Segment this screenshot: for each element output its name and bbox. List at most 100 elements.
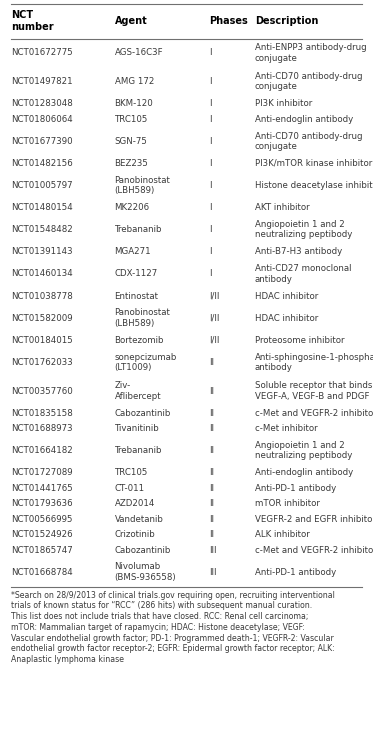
Text: I/II: I/II [209, 313, 220, 323]
Text: NCT01835158: NCT01835158 [11, 408, 73, 418]
Text: Tivanitinib: Tivanitinib [115, 424, 159, 433]
Text: Trebananib: Trebananib [115, 447, 162, 455]
Text: Panobinostat
(LBH589): Panobinostat (LBH589) [115, 308, 170, 328]
Text: Proteosome inhibitor: Proteosome inhibitor [255, 336, 344, 345]
Text: I: I [209, 247, 212, 256]
Text: NCT01283048: NCT01283048 [11, 100, 73, 108]
Text: II: II [209, 408, 214, 418]
Text: NCT01672775: NCT01672775 [11, 48, 73, 57]
Text: MGA271: MGA271 [115, 247, 151, 256]
Text: NCT01497821: NCT01497821 [11, 77, 73, 86]
Text: Cabozantinib: Cabozantinib [115, 408, 171, 418]
Text: Anti-PD-1 antibody: Anti-PD-1 antibody [255, 567, 336, 577]
Text: Bortezomib: Bortezomib [115, 336, 164, 345]
Text: TRC105: TRC105 [115, 468, 148, 477]
Text: I: I [209, 100, 212, 108]
Text: Anti-CD27 monoclonal
antibody: Anti-CD27 monoclonal antibody [255, 264, 351, 284]
Text: NCT00184015: NCT00184015 [11, 336, 73, 345]
Text: NCT01677390: NCT01677390 [11, 137, 73, 146]
Text: NCT01391143: NCT01391143 [11, 247, 73, 256]
Text: CDX-1127: CDX-1127 [115, 269, 158, 278]
Text: I: I [209, 159, 212, 168]
Text: Description: Description [255, 16, 318, 26]
Text: Anti-sphingosine-1-phosphate
antibody: Anti-sphingosine-1-phosphate antibody [255, 353, 373, 372]
Text: HDAC inhibitor: HDAC inhibitor [255, 313, 318, 323]
Text: *Search on 28/9/2013 of clinical trials.gov requiring open, recruiting intervent: *Search on 28/9/2013 of clinical trials.… [11, 591, 335, 664]
Text: sonepcizumab
(LT1009): sonepcizumab (LT1009) [115, 353, 177, 372]
Text: I/II: I/II [209, 291, 220, 301]
Text: II: II [209, 386, 214, 396]
Text: NCT01482156: NCT01482156 [11, 159, 73, 168]
Text: Vandetanib: Vandetanib [115, 515, 163, 523]
Text: NCT01806064: NCT01806064 [11, 115, 73, 124]
Text: I: I [209, 181, 212, 190]
Text: Angiopoietin 1 and 2
neutralizing peptibody: Angiopoietin 1 and 2 neutralizing peptib… [255, 441, 352, 460]
Text: I: I [209, 203, 212, 212]
Text: Histone deacetylase inhibitor: Histone deacetylase inhibitor [255, 181, 373, 190]
Text: NCT00566995: NCT00566995 [11, 515, 73, 523]
Text: NCT01582009: NCT01582009 [11, 313, 73, 323]
Text: Anti-ENPP3 antibody-drug
conjugate: Anti-ENPP3 antibody-drug conjugate [255, 43, 367, 63]
Text: II: II [209, 447, 214, 455]
Text: MK2206: MK2206 [115, 203, 150, 212]
Text: NCT01664182: NCT01664182 [11, 447, 73, 455]
Text: Anti-PD-1 antibody: Anti-PD-1 antibody [255, 484, 336, 493]
Text: NCT01762033: NCT01762033 [11, 358, 73, 367]
Text: NCT00357760: NCT00357760 [11, 386, 73, 396]
Text: NCT01524926: NCT01524926 [11, 530, 73, 539]
Text: BKM-120: BKM-120 [115, 100, 153, 108]
Text: NCT01038778: NCT01038778 [11, 291, 73, 301]
Text: Trebananib: Trebananib [115, 225, 162, 234]
Text: Nivolumab
(BMS-936558): Nivolumab (BMS-936558) [115, 562, 176, 582]
Text: NCT01688973: NCT01688973 [11, 424, 73, 433]
Text: mTOR inhibitor: mTOR inhibitor [255, 499, 320, 508]
Text: NCT01005797: NCT01005797 [11, 181, 73, 190]
Text: NCT01441765: NCT01441765 [11, 484, 73, 493]
Text: II: II [209, 358, 214, 367]
Text: Panobinostat
(LBH589): Panobinostat (LBH589) [115, 176, 170, 195]
Text: NCT01865747: NCT01865747 [11, 545, 73, 555]
Text: Crizotinib: Crizotinib [115, 530, 156, 539]
Text: I: I [209, 48, 212, 57]
Text: NCT01460134: NCT01460134 [11, 269, 73, 278]
Text: AMG 172: AMG 172 [115, 77, 154, 86]
Text: c-Met and VEGFR-2 inhibitor: c-Met and VEGFR-2 inhibitor [255, 545, 373, 555]
Text: Cabozantinib: Cabozantinib [115, 545, 171, 555]
Text: VEGFR-2 and EGFR inhibitor: VEGFR-2 and EGFR inhibitor [255, 515, 373, 523]
Text: AKT inhibitor: AKT inhibitor [255, 203, 310, 212]
Text: Agent: Agent [115, 16, 147, 26]
Text: Entinostat: Entinostat [115, 291, 159, 301]
Text: NCT01480154: NCT01480154 [11, 203, 73, 212]
Text: Ziv-
Aflibercept: Ziv- Aflibercept [115, 381, 161, 401]
Text: NCT01548482: NCT01548482 [11, 225, 73, 234]
Text: I: I [209, 225, 212, 234]
Text: SGN-75: SGN-75 [115, 137, 147, 146]
Text: AGS-16C3F: AGS-16C3F [115, 48, 163, 57]
Text: II: II [209, 424, 214, 433]
Text: NCT01727089: NCT01727089 [11, 468, 73, 477]
Text: NCT
number: NCT number [11, 10, 54, 32]
Text: AZD2014: AZD2014 [115, 499, 155, 508]
Text: Anti-endoglin antibody: Anti-endoglin antibody [255, 115, 353, 124]
Text: I/II: I/II [209, 336, 220, 345]
Text: NCT01793636: NCT01793636 [11, 499, 73, 508]
Text: HDAC inhibitor: HDAC inhibitor [255, 291, 318, 301]
Text: II: II [209, 484, 214, 493]
Text: I: I [209, 269, 212, 278]
Text: BEZ235: BEZ235 [115, 159, 148, 168]
Text: I: I [209, 115, 212, 124]
Text: Anti-CD70 antibody-drug
conjugate: Anti-CD70 antibody-drug conjugate [255, 72, 363, 92]
Text: Soluble receptor that binds to
VEGF-A, VEGF-B and PDGF: Soluble receptor that binds to VEGF-A, V… [255, 381, 373, 401]
Text: II: II [209, 499, 214, 508]
Text: II: II [209, 530, 214, 539]
Text: Angiopoietin 1 and 2
neutralizing peptibody: Angiopoietin 1 and 2 neutralizing peptib… [255, 220, 352, 239]
Text: TRC105: TRC105 [115, 115, 148, 124]
Text: ALK inhibitor: ALK inhibitor [255, 530, 310, 539]
Text: I: I [209, 77, 212, 86]
Text: II: II [209, 515, 214, 523]
Text: c-Met and VEGFR-2 inhibitor: c-Met and VEGFR-2 inhibitor [255, 408, 373, 418]
Text: Anti-B7-H3 antibody: Anti-B7-H3 antibody [255, 247, 342, 256]
Text: PI3K/mTOR kinase inhibitor: PI3K/mTOR kinase inhibitor [255, 159, 372, 168]
Text: I: I [209, 137, 212, 146]
Text: CT-011: CT-011 [115, 484, 145, 493]
